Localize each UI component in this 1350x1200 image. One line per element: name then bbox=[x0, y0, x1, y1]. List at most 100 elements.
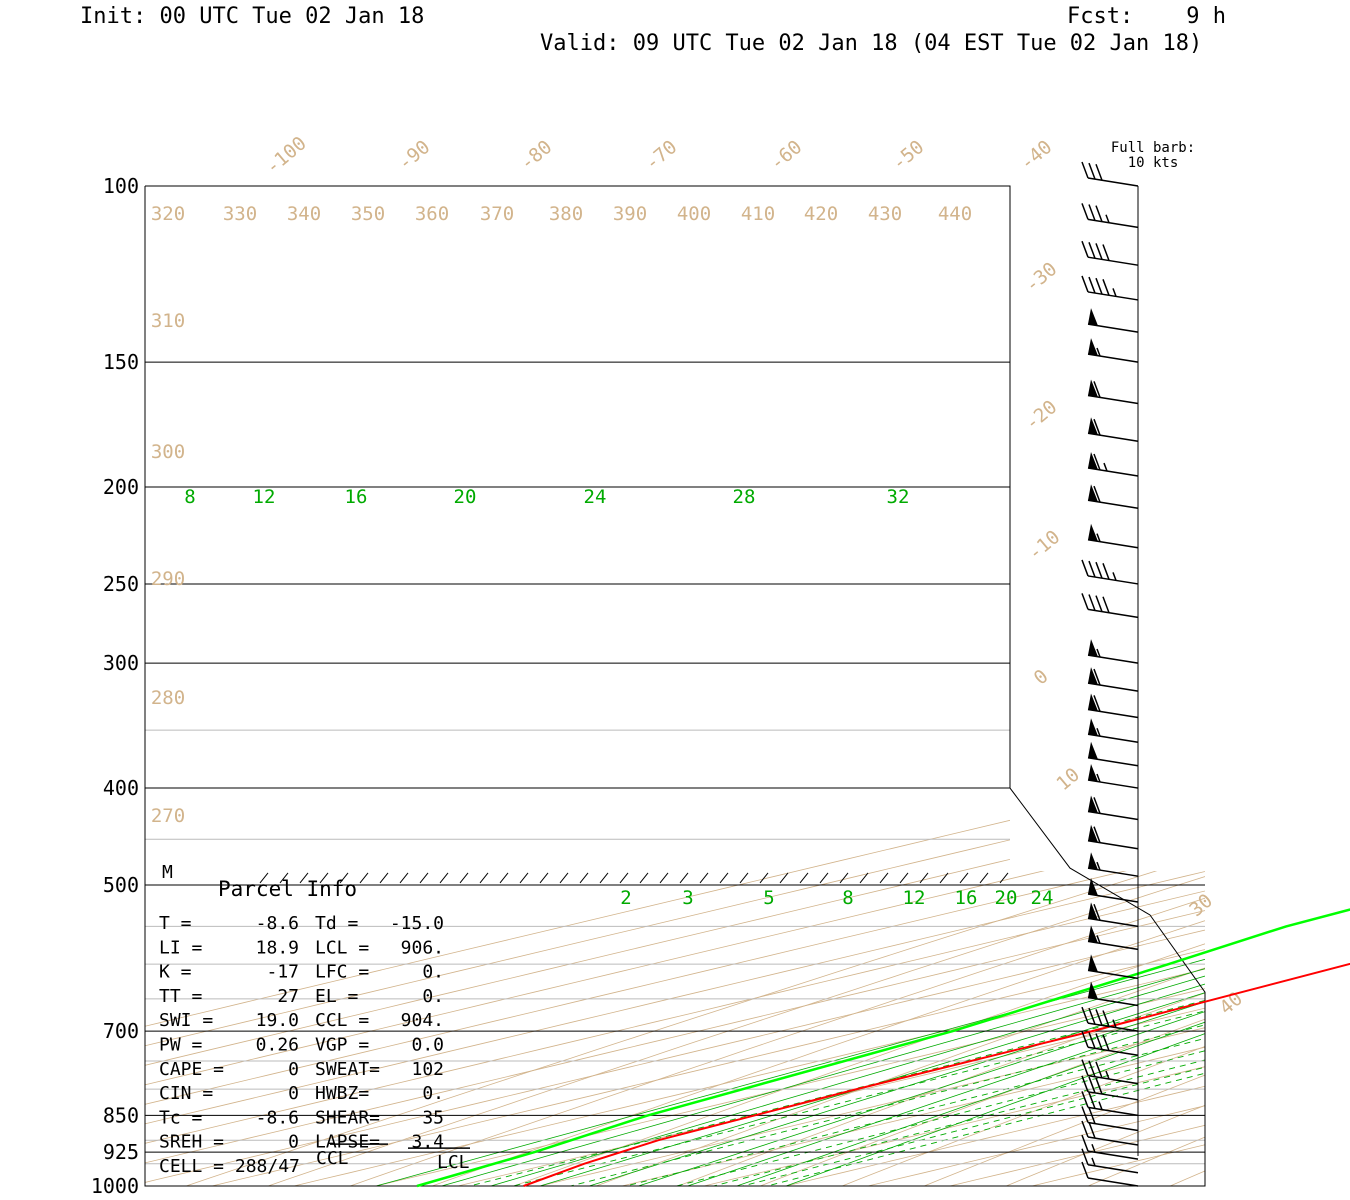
dry-adiabat bbox=[1334, 186, 1350, 1186]
moist-adiabat bbox=[490, 975, 1205, 1186]
isotherm bbox=[145, 871, 799, 1027]
dry-adiabat bbox=[1006, 1104, 1205, 1186]
barb-feather bbox=[1088, 1121, 1096, 1139]
theta-label: 350 bbox=[351, 203, 385, 225]
barb-feather bbox=[1081, 161, 1089, 179]
mixing-ratio-label: 28 bbox=[733, 486, 756, 508]
barb-feather bbox=[1088, 1060, 1096, 1078]
barb-feather bbox=[1102, 596, 1110, 613]
isotherm bbox=[145, 910, 1205, 1164]
dry-adiabat bbox=[1252, 186, 1350, 1186]
moist-adiabat bbox=[786, 487, 1350, 1186]
isotherm bbox=[376, 186, 1350, 1186]
dry-adiabat bbox=[678, 992, 1205, 1186]
theta-label: 410 bbox=[741, 203, 775, 225]
hatch-mark bbox=[299, 872, 309, 884]
barb-pennant bbox=[1088, 667, 1098, 685]
barb-pennant bbox=[1088, 981, 1098, 1000]
barb-feather bbox=[1093, 668, 1101, 686]
barb-half-feather bbox=[1091, 1143, 1096, 1153]
barb-pennant bbox=[1088, 764, 1098, 782]
isotherm bbox=[48, 186, 1350, 1186]
isotherm bbox=[622, 186, 1350, 1186]
barb-feather bbox=[1088, 1076, 1096, 1094]
mixing-ratio-label: 20 bbox=[454, 486, 477, 508]
dry-adiabat bbox=[432, 920, 1205, 1186]
dewpoint-line bbox=[416, 908, 1350, 1188]
theta-label: 370 bbox=[480, 203, 514, 225]
mixing-ratio-line bbox=[766, 1072, 1205, 1186]
dry-adiabat bbox=[760, 1018, 1205, 1186]
wind-barb bbox=[1087, 654, 1139, 664]
isotherm-label: -30 bbox=[1021, 258, 1061, 297]
theta-label: 270 bbox=[151, 805, 185, 827]
isotherm bbox=[0, 186, 1350, 1186]
isotherm bbox=[540, 186, 1350, 1186]
barb-legend-line-1: Full barb: bbox=[1111, 140, 1195, 156]
moist-adiabat bbox=[589, 992, 1205, 1186]
isotherm bbox=[539, 1027, 1205, 1186]
pressure-tick-label: 1000 bbox=[91, 1174, 139, 1198]
lcl-label: LCL bbox=[437, 1152, 470, 1173]
barb-feather bbox=[1102, 244, 1110, 261]
mixing-ratio-label: 3 bbox=[682, 887, 693, 909]
barb-pennant bbox=[1088, 484, 1098, 502]
wind-barb-column: Full barb:10 kts bbox=[1081, 140, 1195, 1187]
hatch-mark bbox=[499, 872, 509, 884]
mixing-ratio-label: 24 bbox=[1031, 887, 1054, 909]
barb-feather bbox=[1081, 559, 1089, 577]
barb-pennant bbox=[1088, 693, 1098, 712]
barb-pennant bbox=[1088, 718, 1098, 736]
parcel-label: TT = bbox=[159, 986, 203, 1007]
moist-adiabat bbox=[688, 487, 1350, 1186]
barb-half-feather bbox=[1105, 1070, 1110, 1080]
barb-half-feather bbox=[1096, 935, 1101, 944]
hatch-mark bbox=[939, 872, 949, 884]
mixing-ratio-label: 8 bbox=[842, 887, 853, 909]
dry-adiabat bbox=[842, 186, 1350, 1186]
wind-barb bbox=[1087, 1091, 1139, 1101]
theta-label: 360 bbox=[415, 203, 449, 225]
theta-label: 400 bbox=[677, 203, 711, 225]
mixing-ratio-line bbox=[626, 1037, 1205, 1186]
hatch-mark bbox=[439, 872, 449, 884]
isobar-lines bbox=[145, 185, 1205, 1187]
moist-adiabat bbox=[736, 1021, 1205, 1186]
isotherm-label: -50 bbox=[888, 136, 928, 175]
barb-feather bbox=[1093, 381, 1101, 398]
barb-half-feather bbox=[1112, 1019, 1117, 1028]
wind-barb bbox=[1087, 467, 1139, 477]
barb-half-feather bbox=[1103, 462, 1108, 472]
wind-barb bbox=[1087, 432, 1139, 443]
isotherm bbox=[145, 871, 963, 1066]
barb-half-feather bbox=[1096, 861, 1101, 871]
hatch-mark bbox=[999, 872, 1009, 884]
hatch-mark bbox=[919, 872, 929, 884]
parcel-value: 102 bbox=[411, 1059, 444, 1080]
isotherm bbox=[145, 871, 1127, 1105]
parcel-label: SWI = bbox=[159, 1010, 213, 1031]
dry-adiabat bbox=[1252, 186, 1350, 1186]
barb-half-feather bbox=[1096, 533, 1101, 542]
hatch-mark bbox=[519, 872, 529, 884]
parcel-label: Td = bbox=[315, 913, 359, 934]
parcel-value: -15.0 bbox=[390, 913, 444, 934]
wind-barb bbox=[1087, 1136, 1139, 1146]
hatch-mark bbox=[379, 872, 389, 884]
barb-feather bbox=[1081, 240, 1089, 258]
background-lines bbox=[0, 186, 1350, 1186]
theta-label: 300 bbox=[151, 441, 185, 463]
theta-label: 290 bbox=[151, 568, 185, 590]
barb-feather bbox=[1081, 1161, 1089, 1179]
isotherm bbox=[145, 890, 1205, 1144]
mixing-ratio-label: 12 bbox=[253, 486, 276, 508]
isotherm-label: -20 bbox=[1021, 396, 1061, 435]
isotherm bbox=[959, 858, 1010, 871]
pressure-tick-label: 250 bbox=[103, 572, 139, 596]
isotherm bbox=[293, 968, 1205, 1186]
dry-adiabat bbox=[924, 186, 1350, 1186]
isotherm-label: 10 bbox=[1052, 764, 1084, 796]
barb-feather bbox=[1095, 205, 1103, 222]
isotherm bbox=[145, 871, 1205, 1125]
wind-barb bbox=[1087, 323, 1139, 333]
